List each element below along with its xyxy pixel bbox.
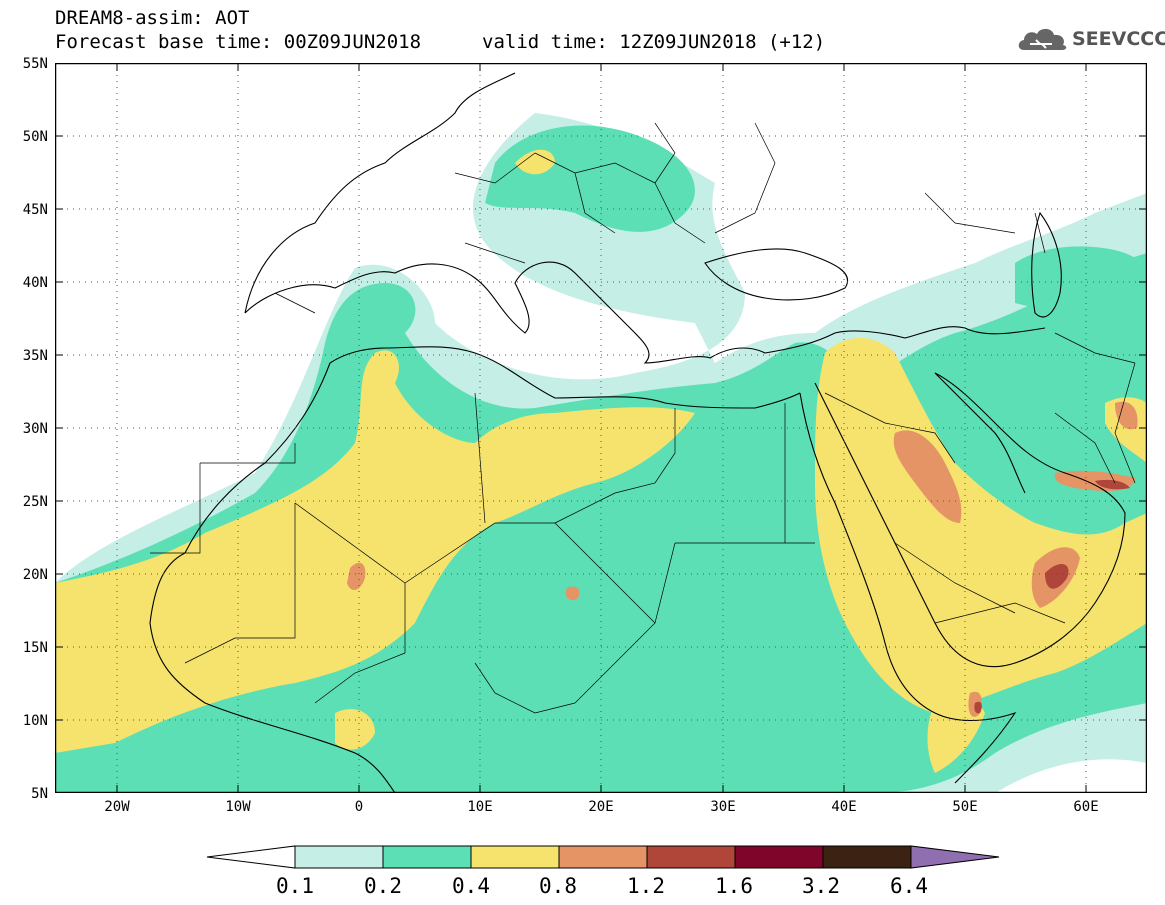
colorbar-label-1: 0.2 <box>364 874 402 898</box>
lat-label-20n: 20N <box>22 567 48 583</box>
lon-label-60e: 60E <box>1073 799 1099 815</box>
colorbar-label-7: 6.4 <box>890 874 928 898</box>
seevccc-logo: SEEVCCC <box>1016 24 1165 54</box>
colorbar-box-4 <box>558 845 648 869</box>
colorbar-label-5: 1.6 <box>715 874 753 898</box>
aot-map <box>55 63 1147 793</box>
colorbar-box-1 <box>294 845 384 869</box>
colorbar-box-5 <box>646 845 736 869</box>
lat-label-40n: 40N <box>22 275 48 291</box>
lat-label-10n: 10N <box>22 713 48 729</box>
coastlines <box>149 72 1126 793</box>
colorbar-extend-high <box>910 845 1000 869</box>
country-borders <box>150 122 1136 714</box>
cloud-icon <box>1018 28 1067 50</box>
map-border <box>55 63 1147 793</box>
lat-label-55n: 55N <box>22 56 48 72</box>
colorbar-label-3: 0.8 <box>539 874 577 898</box>
base-time-label: Forecast base time: 00Z09JUN2018 <box>55 31 422 53</box>
lat-label-15n: 15N <box>22 640 48 656</box>
colorbar-box-2 <box>382 845 472 869</box>
lon-label-50e: 50E <box>952 799 978 815</box>
colorbar-label-2: 0.4 <box>452 874 490 898</box>
colorbar-extend-low <box>206 845 296 869</box>
logo-text: SEEVCCC <box>1072 28 1165 50</box>
colorbar-box-6 <box>734 845 824 869</box>
colorbar-label-4: 1.2 <box>627 874 665 898</box>
lat-label-30n: 30N <box>22 421 48 437</box>
aot-layer-1.2 <box>974 479 1130 714</box>
colorbar-box-3 <box>470 845 560 869</box>
lat-label-45n: 45N <box>22 202 48 218</box>
lon-label-10w: 10W <box>225 799 251 815</box>
valid-time-label: valid time: 12Z09JUN2018 (+12) <box>482 31 826 53</box>
lon-label-0: 0 <box>354 799 364 815</box>
colorbar-label-6: 3.2 <box>802 874 840 898</box>
lon-label-20w: 20W <box>104 799 130 815</box>
lat-label-25n: 25N <box>22 494 48 510</box>
lat-lon-grid <box>55 63 1147 793</box>
lat-label-50n: 50N <box>22 129 48 145</box>
lon-label-10e: 10E <box>467 799 493 815</box>
lat-label-5n: 5N <box>31 786 48 802</box>
lon-label-20e: 20E <box>588 799 614 815</box>
colorbar <box>206 845 1000 869</box>
lon-label-40e: 40E <box>831 799 857 815</box>
colorbar-box-7 <box>822 845 912 869</box>
lon-label-30e: 30E <box>710 799 736 815</box>
model-title: DREAM8-assim: AOT <box>55 7 250 29</box>
colorbar-label-0: 0.1 <box>276 874 314 898</box>
lat-label-35n: 35N <box>22 348 48 364</box>
axis-ticks <box>55 63 1147 793</box>
